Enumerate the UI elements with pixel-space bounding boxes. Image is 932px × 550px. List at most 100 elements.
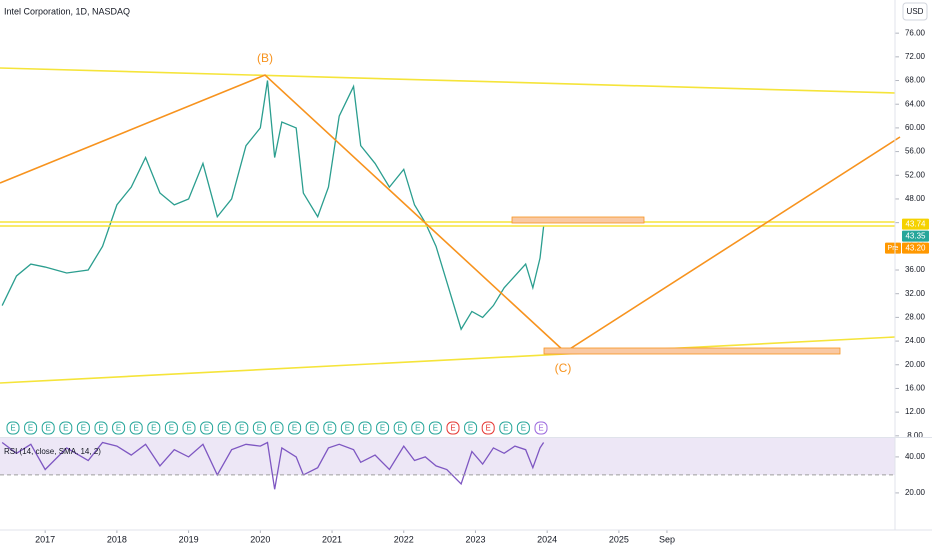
- y-tick-label: 68.00: [905, 76, 926, 85]
- x-tick-label: 2020: [250, 534, 270, 544]
- earnings-label[interactable]: E: [503, 424, 508, 433]
- rsi-title: RSI (14, close, SMA, 14, 2): [4, 447, 101, 456]
- earnings-badge[interactable]: [200, 421, 214, 435]
- earnings-badge[interactable]: [393, 421, 407, 435]
- earnings-badge[interactable]: [59, 421, 73, 435]
- earnings-badge[interactable]: [340, 421, 354, 435]
- earnings-badge[interactable]: [182, 421, 196, 435]
- earnings-label[interactable]: E: [10, 424, 15, 433]
- pre-tag: [885, 242, 901, 254]
- y-tick-label: 32.00: [905, 289, 926, 298]
- earnings-badge[interactable]: [129, 421, 143, 435]
- earnings-label[interactable]: E: [380, 424, 385, 433]
- earnings-badge[interactable]: [305, 421, 319, 435]
- earnings-label[interactable]: E: [46, 424, 51, 433]
- target-box: [543, 347, 841, 355]
- earnings-badge[interactable]: [288, 421, 302, 435]
- earnings-badge[interactable]: [235, 421, 249, 435]
- earnings-label[interactable]: E: [362, 424, 367, 433]
- earnings-badge[interactable]: [428, 421, 442, 435]
- earnings-badge[interactable]: [147, 421, 161, 435]
- earnings-label[interactable]: E: [151, 424, 156, 433]
- earnings-label[interactable]: E: [486, 424, 491, 433]
- earnings-label[interactable]: E: [327, 424, 332, 433]
- price-tag-label: 43.20: [905, 243, 926, 252]
- earnings-label[interactable]: E: [310, 424, 315, 433]
- trend-line: [0, 67, 896, 94]
- price-tag-label: 43.35: [905, 231, 926, 240]
- earnings-label[interactable]: E: [81, 424, 86, 433]
- y-tick-label: 52.00: [905, 170, 926, 179]
- x-tick-label: 2025: [609, 534, 629, 544]
- earnings-label[interactable]: E: [398, 424, 403, 433]
- earnings-badge[interactable]: [94, 421, 108, 435]
- x-tick-label: 2019: [179, 534, 199, 544]
- earnings-label[interactable]: E: [169, 424, 174, 433]
- earnings-label[interactable]: E: [415, 424, 420, 433]
- earnings-label[interactable]: E: [292, 424, 297, 433]
- earnings-badge[interactable]: [446, 421, 460, 435]
- chart-title: Intel Corporation, 1D, NASDAQ: [4, 6, 130, 16]
- earnings-badge[interactable]: [6, 421, 20, 435]
- earnings-badge[interactable]: [323, 421, 337, 435]
- y-tick-label: 20.00: [905, 360, 926, 369]
- earnings-label[interactable]: E: [28, 424, 33, 433]
- trend-line: [0, 336, 896, 384]
- x-tick-label: 2022: [394, 534, 414, 544]
- x-tick-label: 2024: [537, 534, 557, 544]
- earnings-badge[interactable]: [164, 421, 178, 435]
- y-tick-label: 8.00: [907, 431, 923, 440]
- earnings-badge[interactable]: [464, 421, 478, 435]
- earnings-label[interactable]: E: [538, 424, 543, 433]
- price-tag: [902, 242, 929, 254]
- earnings-label[interactable]: E: [204, 424, 209, 433]
- earnings-label[interactable]: E: [116, 424, 121, 433]
- earnings-label[interactable]: E: [274, 424, 279, 433]
- wave-label: (B): [257, 51, 273, 65]
- earnings-badge[interactable]: [112, 421, 126, 435]
- target-box: [511, 216, 645, 224]
- wave-label: (C): [555, 361, 572, 375]
- y-tick-label: 16.00: [905, 384, 926, 393]
- earnings-badge[interactable]: [358, 421, 372, 435]
- x-tick-label: 2018: [107, 534, 127, 544]
- earnings-label[interactable]: E: [63, 424, 68, 433]
- earnings-label[interactable]: E: [345, 424, 350, 433]
- earnings-badge[interactable]: [376, 421, 390, 435]
- earnings-badge[interactable]: [481, 421, 495, 435]
- drawings: (B) (C): [0, 51, 901, 384]
- earnings-badge[interactable]: [252, 421, 266, 435]
- x-tick-label: 2021: [322, 534, 342, 544]
- earnings-badge[interactable]: [217, 421, 231, 435]
- earnings-label[interactable]: E: [521, 424, 526, 433]
- y-tick-label: 48.00: [905, 194, 926, 203]
- y-tick-label: 76.00: [905, 28, 926, 37]
- y-tick-label: 64.00: [905, 99, 926, 108]
- earnings-label[interactable]: E: [450, 424, 455, 433]
- earnings-badge[interactable]: [270, 421, 284, 435]
- earnings-label[interactable]: E: [134, 424, 139, 433]
- earnings-badge[interactable]: [76, 421, 90, 435]
- y-tick-label: 36.00: [905, 265, 926, 274]
- price-tag: [902, 230, 929, 242]
- earnings-label[interactable]: E: [222, 424, 227, 433]
- earnings-label[interactable]: E: [433, 424, 438, 433]
- earnings-label[interactable]: E: [186, 424, 191, 433]
- earnings-label[interactable]: E: [257, 424, 262, 433]
- earnings-label[interactable]: E: [468, 424, 473, 433]
- y-tick-label: 12.00: [905, 407, 926, 416]
- earnings-badge[interactable]: [516, 421, 530, 435]
- x-tick-label: 2023: [465, 534, 485, 544]
- earnings-badge[interactable]: [411, 421, 425, 435]
- earnings-badge[interactable]: [41, 421, 55, 435]
- currency-button[interactable]: [902, 2, 928, 21]
- earnings-label[interactable]: E: [98, 424, 103, 433]
- earnings-badge[interactable]: [534, 421, 548, 435]
- x-tick-label: 2017: [35, 534, 55, 544]
- earnings-badge[interactable]: [499, 421, 513, 435]
- earnings-badge[interactable]: [24, 421, 38, 435]
- currency-label[interactable]: USD: [907, 7, 924, 16]
- earnings-label[interactable]: E: [239, 424, 244, 433]
- price-tag: [902, 218, 929, 230]
